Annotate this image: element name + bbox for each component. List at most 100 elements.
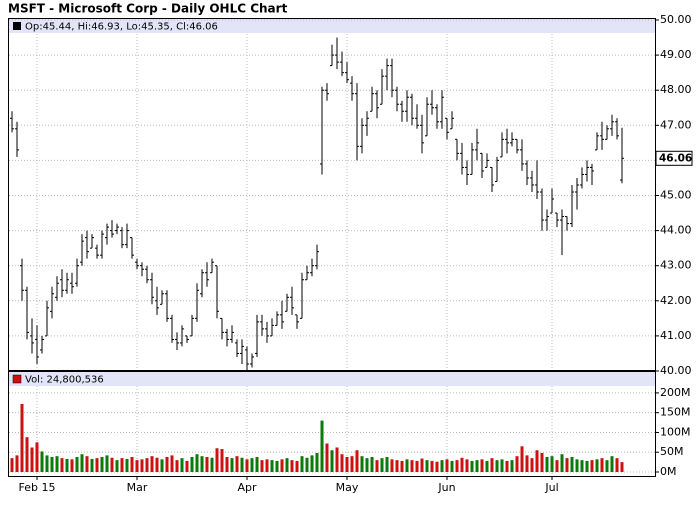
volume-bar: [275, 460, 279, 472]
volume-bar: [620, 462, 624, 472]
volume-bar: [430, 460, 434, 472]
volume-bar: [570, 456, 574, 472]
price-legend-swatch: [13, 22, 21, 30]
volume-bar: [405, 459, 409, 472]
volume-bar: [470, 460, 474, 472]
volume-bar: [615, 458, 619, 472]
volume-legend: Vol: 24,800,536: [25, 375, 104, 386]
volume-bar: [115, 460, 119, 472]
volume-bar: [420, 458, 424, 472]
volume-bar: [140, 459, 144, 472]
volume-bar: [180, 458, 184, 472]
volume-bar: [70, 459, 74, 472]
price-legend: Op:45.44, Hi:46.93, Lo:45.35, Cl:46.06: [25, 22, 218, 33]
y-tick-label: 48.00: [660, 83, 692, 96]
volume-bar: [540, 453, 544, 472]
y-tick-label: 50M: [660, 445, 684, 458]
volume-bar: [410, 460, 414, 472]
y-tick-label: 42.00: [660, 294, 692, 307]
y-tick-label: 40.00: [660, 364, 692, 377]
volume-bar: [360, 456, 364, 472]
volume-bar: [320, 420, 324, 472]
volume-bar: [340, 454, 344, 472]
volume-bar: [560, 454, 564, 472]
volume-bar: [200, 456, 204, 472]
volume-bar: [545, 456, 549, 472]
volume-bar: [245, 459, 249, 472]
volume-bar: [50, 456, 54, 472]
volume-bar: [295, 460, 299, 472]
x-tick-label: Apr: [237, 481, 257, 494]
x-tick-label: Jun: [437, 481, 455, 494]
volume-bar: [435, 461, 439, 472]
volume-bar: [110, 457, 114, 472]
volume-bar: [265, 459, 269, 472]
volume-bar: [150, 456, 154, 472]
x-tick-label: Feb 15: [19, 481, 56, 494]
volume-bar: [490, 458, 494, 472]
volume-bar: [120, 458, 124, 472]
volume-bar: [250, 458, 254, 472]
volume-bar: [315, 453, 319, 472]
volume-bar: [15, 455, 19, 472]
volume-bar: [565, 458, 569, 472]
volume-bar: [530, 458, 534, 472]
volume-bar: [495, 460, 499, 472]
volume-bar: [575, 459, 579, 472]
volume-bar: [290, 460, 294, 472]
volume-bar: [185, 460, 189, 472]
chart-title: MSFT - Microsoft Corp - Daily OHLC Chart: [8, 2, 288, 16]
volume-bar: [145, 458, 149, 472]
volume-bar: [415, 460, 419, 472]
volume-bar: [610, 456, 614, 472]
volume-bar: [445, 459, 449, 472]
y-tick-label: 49.00: [660, 48, 692, 61]
volume-bar: [585, 460, 589, 472]
volume-bar: [125, 458, 129, 472]
price-legend-strip: [9, 19, 655, 33]
volume-bar: [515, 456, 519, 472]
volume-bar: [380, 458, 384, 472]
volume-bar: [45, 455, 49, 472]
y-tick-label: 41.00: [660, 329, 692, 342]
volume-bar: [270, 460, 274, 472]
volume-bar: [285, 458, 289, 472]
volume-bar: [40, 451, 44, 472]
volume-bar: [55, 456, 59, 472]
volume-bar: [345, 456, 349, 472]
volume-bar: [195, 454, 199, 472]
volume-bar: [310, 455, 314, 472]
plot-layer: 40.0041.0042.0043.0044.0045.0046.0047.00…: [9, 13, 693, 494]
volume-bar: [100, 456, 104, 472]
volume-bar: [85, 456, 89, 472]
volume-bar: [155, 457, 159, 472]
volume-bar: [520, 446, 524, 472]
y-tick-label: 43.00: [660, 259, 692, 272]
y-tick-label: 200M: [660, 386, 691, 399]
frame: [8, 18, 656, 477]
volume-bar: [455, 460, 459, 472]
volume-bar: [220, 449, 224, 472]
volume-bar: [605, 460, 609, 472]
volume-bar: [210, 457, 214, 472]
volume-bar: [60, 458, 64, 472]
volume-bar: [385, 456, 389, 472]
volume-bar: [510, 460, 514, 472]
volume-bar: [325, 443, 329, 472]
volume-bar: [425, 460, 429, 472]
volume-bar: [535, 450, 539, 472]
volume-bar: [355, 450, 359, 472]
volume-bar: [235, 456, 239, 472]
volume-bar: [240, 457, 244, 472]
volume-bar: [165, 456, 169, 472]
volume-bar: [260, 460, 264, 472]
volume-bar: [485, 460, 489, 472]
volume-bar: [525, 455, 529, 472]
volume-bar: [90, 458, 94, 472]
volume-bar: [375, 460, 379, 472]
volume-bar: [215, 448, 219, 472]
volume-bar: [475, 460, 479, 472]
volume-bar: [170, 455, 174, 472]
